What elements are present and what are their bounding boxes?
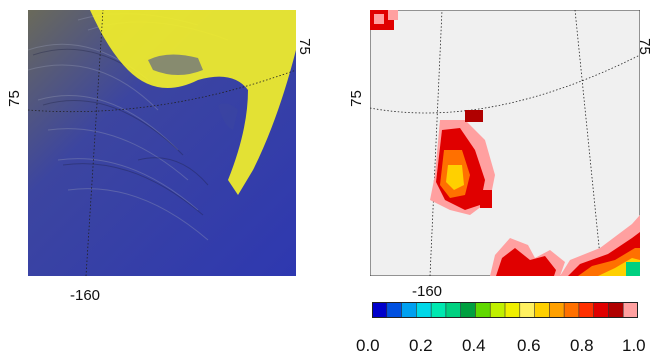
colorbar-segment [372, 302, 388, 318]
left-lat-label-right: 75 [295, 38, 313, 55]
colorbar-segment [430, 302, 447, 318]
prob-blob-center [430, 110, 495, 215]
colorbar-segment [622, 302, 638, 318]
colorbar-segment [475, 302, 491, 318]
colorbar-tick-3: 0.6 [517, 336, 541, 355]
colorbar-tick-0: 0.0 [356, 336, 380, 355]
colorbar-segment [608, 302, 624, 318]
colorbar-segment [504, 302, 521, 318]
left-lon-label: -160 [70, 287, 101, 304]
colorbar-border [372, 302, 638, 318]
colorbar-tick-4: 0.8 [570, 336, 594, 355]
colorbar-segment [549, 302, 565, 318]
satellite-image-panel [28, 10, 296, 276]
colorbar-segment [416, 302, 432, 318]
colorbar-tick-5: 1.0 [622, 336, 646, 355]
colorbar-segment [519, 302, 536, 318]
right-lon-label: -160 [412, 283, 443, 300]
colorbar-segment [445, 302, 462, 318]
colorbar-segment [460, 302, 477, 318]
right-lat-label: 75 [347, 90, 365, 107]
colorbar-segment [489, 302, 506, 318]
colorbar-tick-2: 0.4 [462, 336, 486, 355]
colorbar-segment [401, 302, 417, 318]
probability-map [370, 10, 640, 276]
prob-blob-bottom [490, 215, 640, 276]
colorbar-segment [563, 302, 580, 318]
colorbar-tick-1: 0.2 [409, 336, 433, 355]
colorbar-segment [578, 302, 595, 318]
colorbar-segment [534, 302, 550, 318]
prob-blob-topleft [370, 10, 398, 30]
satellite-image [28, 10, 296, 276]
colorbar-segment [386, 302, 403, 318]
colorbar-segment [593, 302, 610, 318]
right-lat-label-right: 75 [635, 38, 652, 55]
left-lat-label: 75 [5, 90, 23, 107]
probability-map-panel [370, 10, 640, 276]
colorbar [372, 302, 638, 318]
